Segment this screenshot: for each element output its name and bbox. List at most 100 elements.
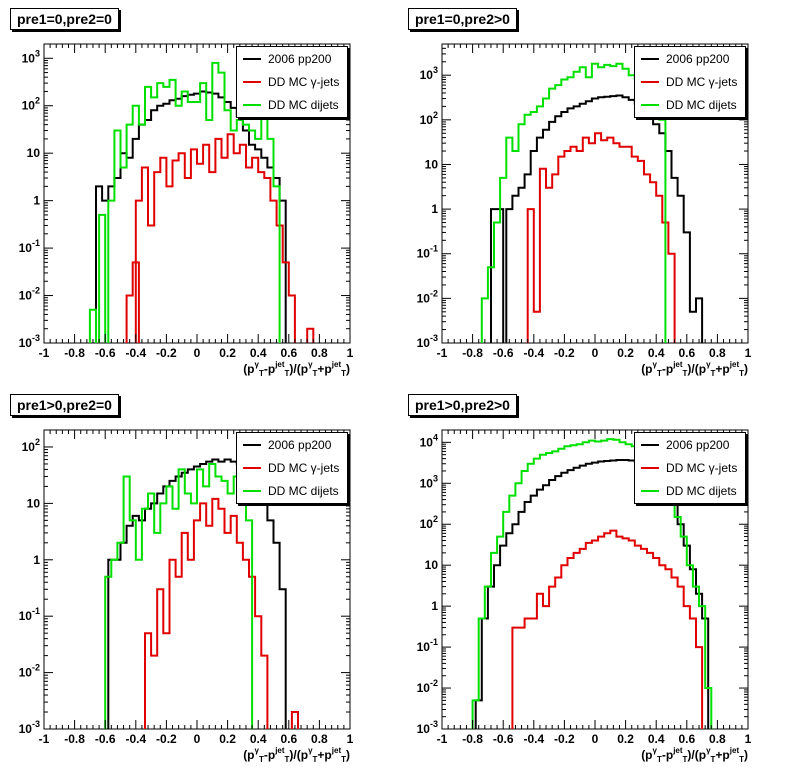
x-tick-label: 0.8 [311,346,328,360]
x-tick-label: 0.6 [280,346,297,360]
x-axis-title: (pγT-pjetT)/(pγT+pjetT) [243,360,350,378]
legend-entry: DD MC γ-jets [635,70,745,93]
y-tick-label: 10-1 [417,244,438,261]
x-tick-label: -1 [39,346,50,360]
x-tick-label: 0.4 [250,346,267,360]
x-tick-label: -0.4 [125,346,146,360]
legend-entry: 2006 pp200 [237,433,347,456]
x-tick-label: -0.8 [462,346,483,360]
x-tick-label: -0.2 [554,732,575,746]
x-tick-label: -0.4 [125,732,146,746]
series-gamma-jets-line [526,132,676,343]
series-data-line [490,94,704,343]
legend: 2006 pp200 DD MC γ-jets DD MC dijets [634,432,746,504]
x-tick-label: 0 [592,732,599,746]
y-tick-label: 1 [431,202,438,216]
series-gamma-jets-line [511,529,704,729]
x-tick-label: 0.8 [311,732,328,746]
series-dijets-line [88,61,281,343]
legend-label: DD MC γ-jets [666,460,738,475]
y-tick-label: 102 [420,514,438,531]
series-dijets-line [104,463,254,729]
legend-label: DD MC dijets [268,97,339,112]
x-tick-label: 1 [347,346,354,360]
x-tick-label: 1 [347,732,354,746]
x-tick-label: 0.2 [219,346,236,360]
x-tick-label: 0 [194,346,201,360]
y-tick-label: 10-3 [417,719,438,736]
x-tick-label: -0.2 [156,346,177,360]
legend-entry: DD MC dijets [237,93,347,116]
legend-swatch [641,80,659,83]
y-tick-label: 10-1 [19,606,40,623]
legend-swatch [243,57,261,60]
x-tick-label: 0 [592,346,599,360]
y-tick-label: 1 [33,194,40,208]
legend-label: DD MC dijets [666,483,737,498]
legend-entry: DD MC γ-jets [237,456,347,479]
legend-swatch [243,443,261,446]
legend-entry: 2006 pp200 [635,47,745,70]
x-tick-label: 1 [745,346,752,360]
x-tick-label: -0.8 [462,732,483,746]
x-tick-label: -0.6 [95,732,116,746]
y-tick-label: 103 [420,473,438,490]
plot-title: pre1>0,pre2>0 [408,394,517,416]
y-tick-label: 10 [27,496,41,510]
legend-entry: DD MC γ-jets [237,70,347,93]
x-tick-label: 0.2 [219,732,236,746]
x-tick-label: 0.8 [709,732,726,746]
x-tick-label: -0.4 [523,346,544,360]
plot-title: pre1=0,pre2=0 [10,8,119,30]
legend-swatch [243,103,261,106]
x-tick-label: 0.4 [250,732,267,746]
legend: 2006 pp200 DD MC γ-jets DD MC dijets [236,432,348,504]
legend-swatch [243,466,261,469]
y-tick-label: 104 [420,432,438,449]
x-tick-label: 0.6 [678,732,695,746]
plot-title: pre1>0,pre2=0 [10,394,119,416]
x-tick-label: 0 [194,732,201,746]
y-tick-label: 102 [22,437,40,454]
x-tick-label: -1 [437,346,448,360]
y-tick-label: 1 [431,599,438,613]
legend: 2006 pp200 DD MC γ-jets DD MC dijets [634,46,746,118]
y-tick-label: 10-2 [19,663,40,680]
y-tick-label: 103 [420,65,438,82]
x-tick-label: -0.8 [64,346,85,360]
legend-label: 2006 pp200 [666,437,730,452]
x-tick-label: 0.6 [280,732,297,746]
legend-label: DD MC γ-jets [268,74,340,89]
plot-panel-pre1-gt0-pre2-0: -1 -0.8 -0.6 -0.4 -0.2 0 0.2 0.4 0.6 0.8 1 10-3 10-2… [0,386,398,772]
x-tick-label: -0.2 [156,732,177,746]
legend-swatch [243,489,261,492]
legend-label: DD MC dijets [666,97,737,112]
y-tick-label: 10-3 [19,719,40,736]
legend-entry: DD MC dijets [635,93,745,116]
y-tick-label: 10-2 [417,678,438,695]
legend-entry: 2006 pp200 [635,433,745,456]
y-tick-label: 10 [27,146,41,160]
x-axis-title: (pγT-pjetT)/(pγT+pjetT) [641,746,748,764]
legend-label: 2006 pp200 [268,51,332,66]
y-tick-label: 103 [22,48,40,65]
legend-swatch [641,57,659,60]
x-tick-label: -0.6 [493,732,514,746]
legend-swatch [243,80,261,83]
legend-label: DD MC dijets [268,483,339,498]
legend-entry: 2006 pp200 [237,47,347,70]
x-tick-label: -0.6 [493,346,514,360]
plot-title: pre1=0,pre2>0 [408,8,517,30]
x-tick-label: 1 [745,732,752,746]
x-tick-label: -0.2 [554,346,575,360]
x-tick-label: 0.2 [617,346,634,360]
x-tick-label: 0.2 [617,732,634,746]
legend-entry: DD MC γ-jets [635,456,745,479]
y-tick-label: 10-2 [19,286,40,303]
x-tick-label: -1 [437,732,448,746]
legend-label: DD MC γ-jets [268,460,340,475]
series-group [88,61,315,343]
x-axis-title: (pγT-pjetT)/(pγT+pjetT) [641,360,748,378]
y-tick-label: 10-2 [417,288,438,305]
plot-panel-pre1-0-pre2-gt0: -1 -0.8 -0.6 -0.4 -0.2 0 0.2 0.4 0.6 0.8 1 10-3 10-2… [398,0,796,386]
